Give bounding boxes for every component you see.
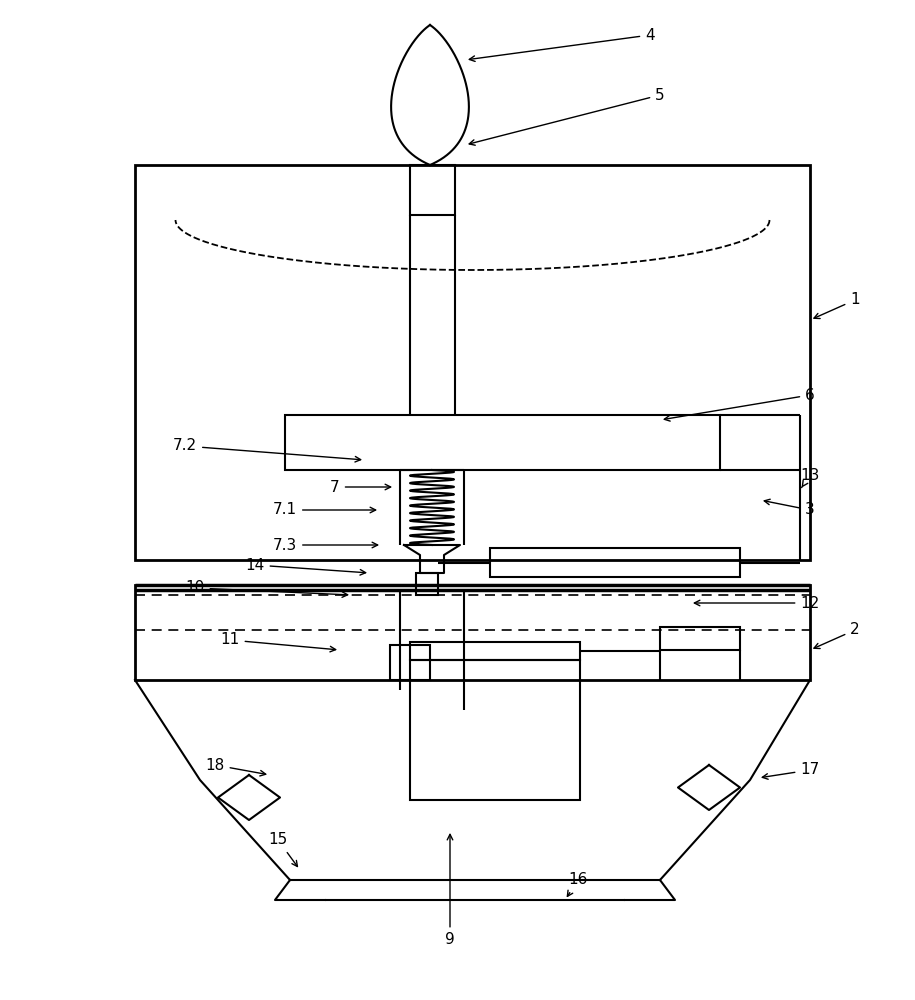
Text: 15: 15 (268, 832, 297, 867)
Text: 7.2: 7.2 (173, 438, 361, 462)
Text: 6: 6 (664, 387, 815, 421)
Text: 4: 4 (469, 27, 655, 61)
Bar (410, 165, 455, 215)
Text: 9: 9 (445, 834, 455, 948)
Bar (660, 627, 740, 650)
Text: 2: 2 (814, 622, 860, 649)
Text: 12: 12 (694, 595, 820, 610)
Bar (490, 548, 740, 577)
Text: 11: 11 (221, 633, 336, 652)
Text: 18: 18 (205, 758, 265, 776)
Text: 7: 7 (330, 480, 391, 494)
Bar (135, 165, 810, 560)
Text: 16: 16 (567, 872, 587, 896)
Text: 5: 5 (469, 88, 665, 145)
Text: 17: 17 (762, 762, 820, 779)
Bar (285, 415, 720, 470)
Text: 1: 1 (814, 292, 860, 319)
Bar (410, 660, 580, 800)
Text: 14: 14 (245, 558, 366, 575)
Bar (390, 645, 430, 680)
Text: 13: 13 (801, 468, 820, 488)
Bar (416, 573, 438, 595)
Text: 7.1: 7.1 (273, 502, 376, 518)
Bar (135, 585, 810, 680)
Text: 10: 10 (186, 580, 348, 597)
Text: 3: 3 (764, 499, 815, 518)
Bar (410, 642, 580, 660)
Text: 7.3: 7.3 (273, 538, 378, 552)
